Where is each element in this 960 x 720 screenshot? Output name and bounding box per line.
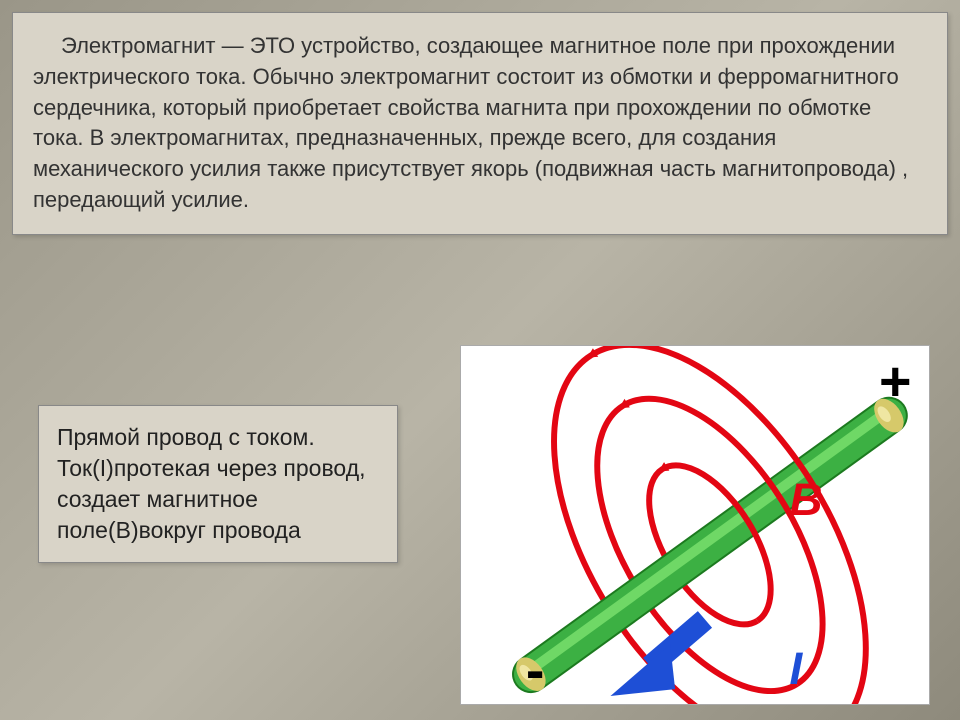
label-I: I	[789, 643, 803, 694]
label-plus: +	[879, 351, 912, 413]
caption-text: Прямой провод с током. Ток(I)протекая че…	[57, 422, 379, 546]
definition-panel: Электромагнит — ЭТО устройство, создающе…	[12, 12, 948, 235]
wire	[510, 393, 910, 696]
label-B: B	[789, 474, 822, 525]
caption-panel: Прямой провод с током. Ток(I)протекая че…	[38, 405, 398, 563]
diagram-svg: B I + -	[461, 346, 929, 704]
label-minus: -	[526, 639, 545, 701]
wire-field-diagram: B I + -	[460, 345, 930, 705]
definition-text: Электромагнит — ЭТО устройство, создающе…	[33, 31, 927, 216]
